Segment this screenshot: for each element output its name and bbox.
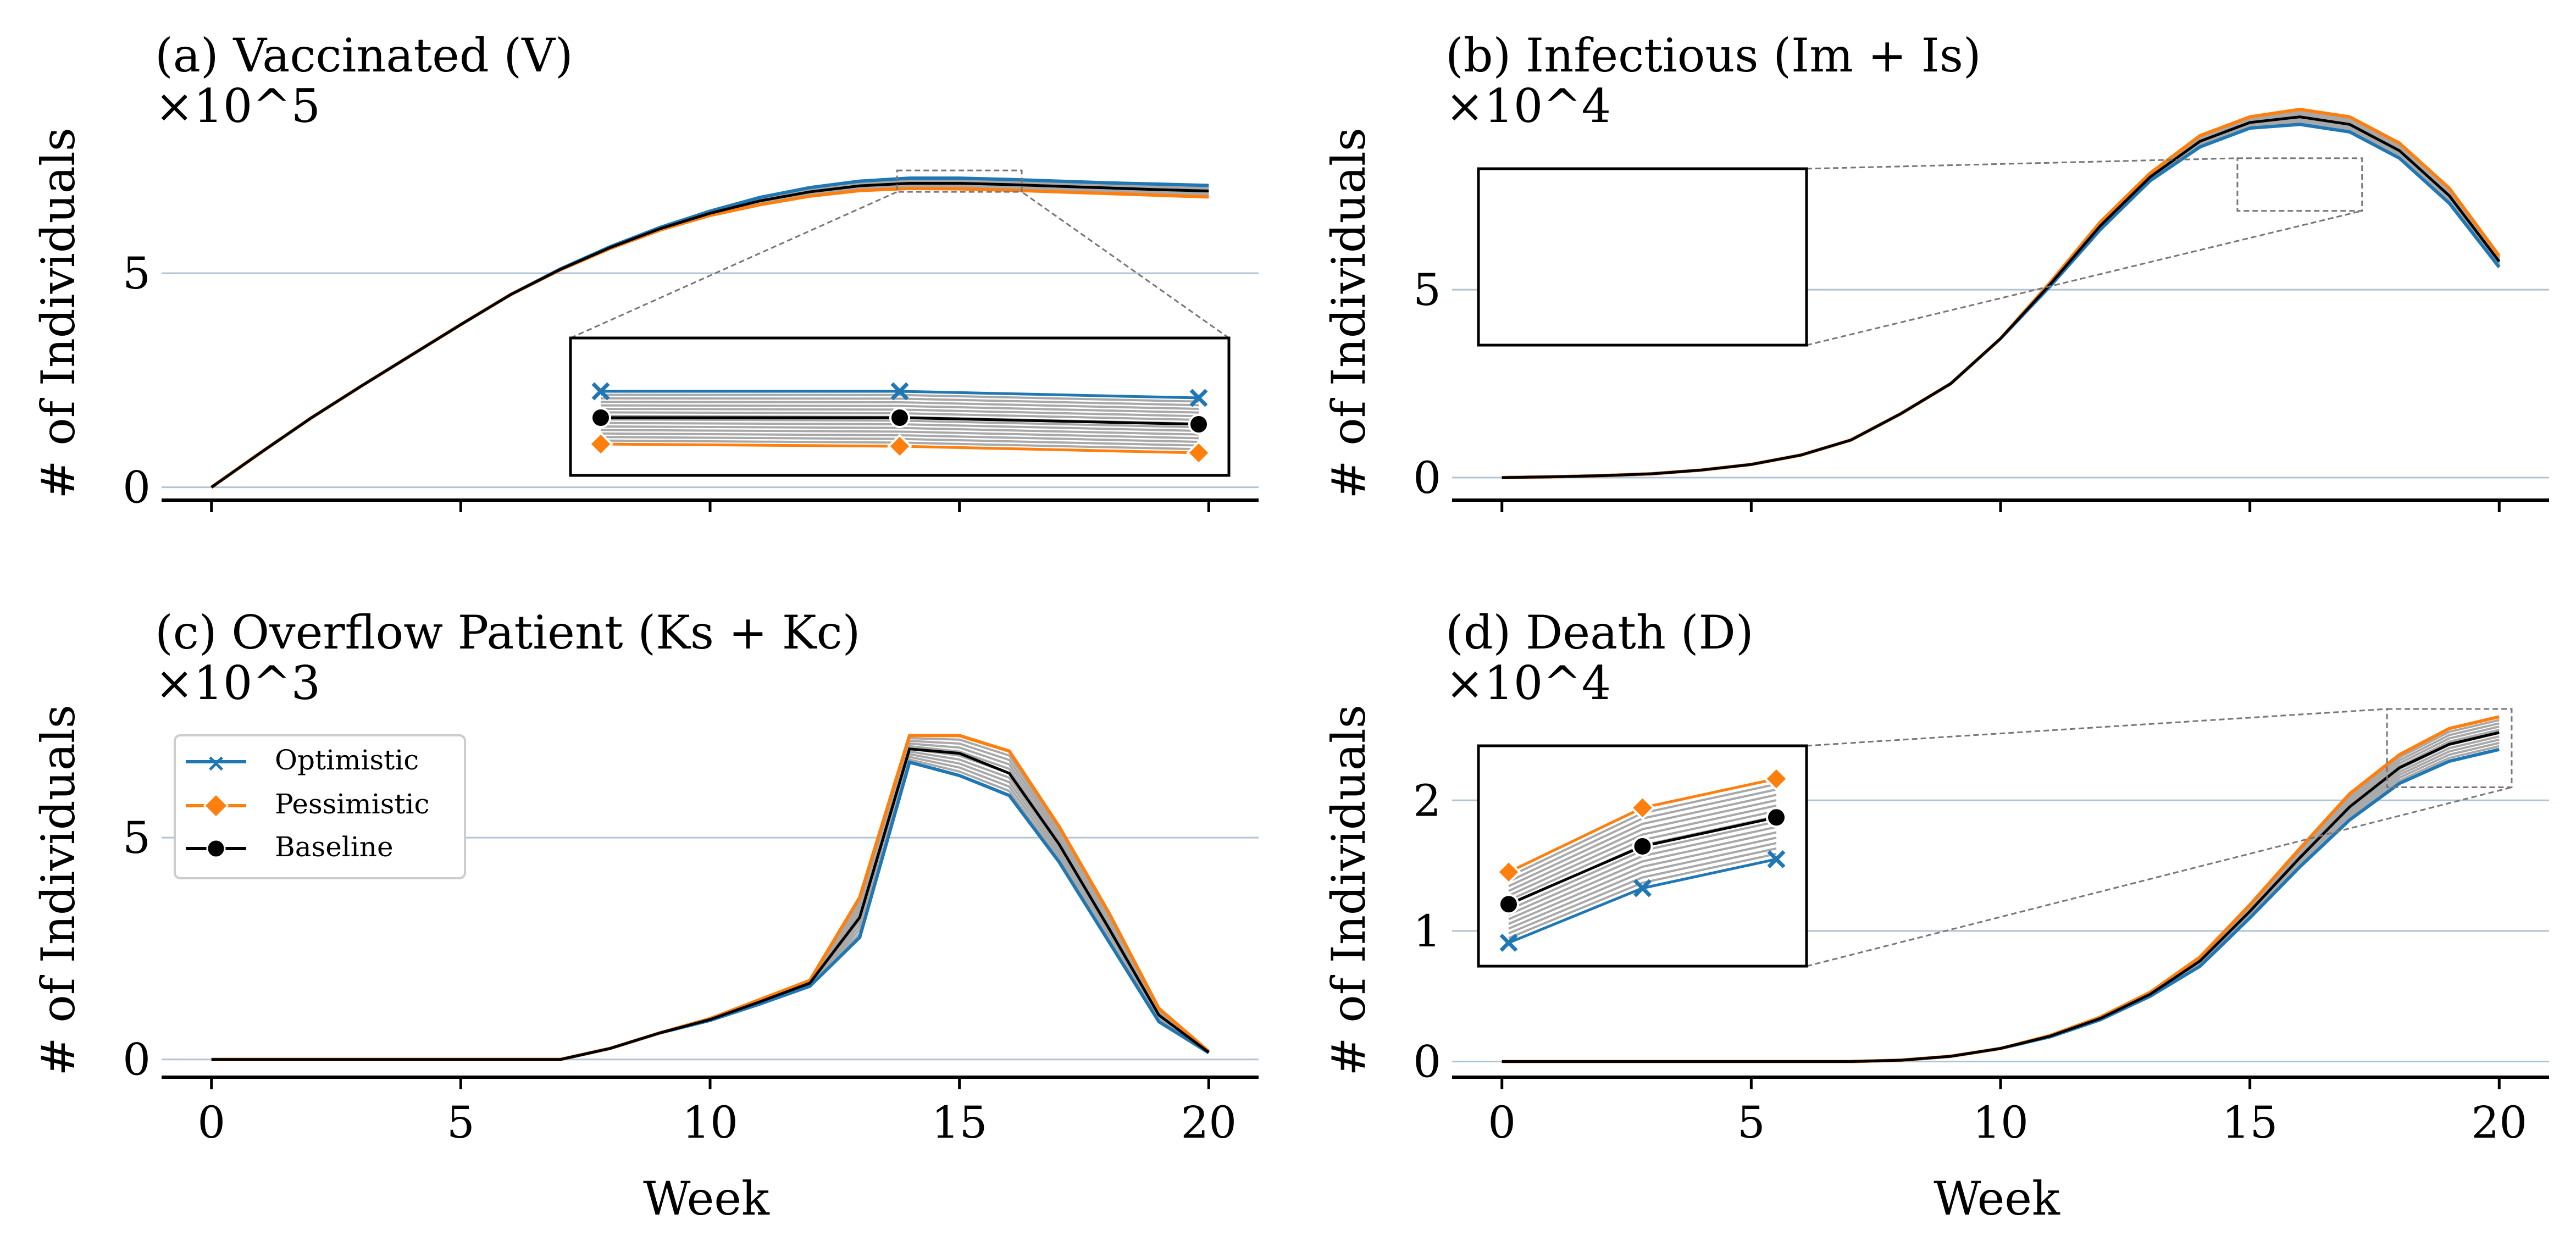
zoom-connector	[570, 191, 898, 339]
legend-marker-optimistic: ×	[206, 749, 226, 777]
x-tick-label: 20	[2471, 1097, 2527, 1148]
zoom-region	[2386, 708, 2513, 789]
inset-marker-optimistic	[1767, 850, 1786, 868]
scale-label: ×10^5	[155, 79, 320, 133]
inset-marker-baseline	[1632, 835, 1653, 857]
series-baseline	[210, 181, 1209, 489]
panel-title: (a) Vaccinated (V)	[155, 29, 573, 82]
x-tick-label: 5	[447, 1097, 475, 1148]
inset-marker-optimistic	[1769, 101, 1784, 116]
x-tick-label: 5	[1737, 1097, 1765, 1148]
legend-marker-pessimistic	[203, 793, 229, 819]
x-tick-label: 0	[197, 1097, 225, 1148]
zoom-connector	[1806, 157, 2237, 170]
panel-overflow: (c) Overflow Patient (Ks + Kc) ×10^3 # o…	[31, 606, 1259, 1226]
panel-death: (d) Death (D) ×10^4 # of Individuals Wee…	[1322, 606, 2549, 1226]
inset-frame	[1477, 744, 1808, 968]
x-tick-label: 10	[682, 1097, 738, 1148]
inset-marker-pessimistic	[1764, 766, 1789, 791]
legend-marker-baseline	[206, 839, 226, 858]
x-axis-label: Week	[1934, 1172, 2060, 1226]
zoom-connector	[1806, 786, 2512, 967]
inset-ensemble-line	[600, 429, 1199, 440]
zoom-connector	[1021, 191, 1229, 339]
x-tick-label: 15	[2222, 1097, 2278, 1148]
y-tick-label: 5	[123, 812, 151, 863]
inset-marker-optimistic	[1499, 933, 1518, 952]
scale-label: ×10^3	[155, 656, 320, 710]
legend-box	[174, 734, 466, 879]
y-axis-label: # of Individuals	[31, 705, 85, 1076]
inset-marker-pessimistic	[1496, 859, 1521, 885]
zoom-region	[2236, 157, 2363, 212]
y-tick-label: 0	[123, 1034, 151, 1085]
zoom-connector	[1806, 708, 2387, 747]
inset-marker-optimistic	[1769, 101, 1784, 116]
y-tick-label: 2	[1413, 775, 1441, 826]
inset-ensemble-line	[600, 397, 1199, 407]
inset-ensemble-line	[1508, 836, 1777, 925]
inset-ensemble-line	[1508, 804, 1777, 897]
x-tick-label: 0	[1488, 1097, 1516, 1148]
scale-label: ×10^4	[1445, 656, 1611, 710]
panel-title: (d) Death (D)	[1445, 606, 1754, 660]
zoom-region	[896, 169, 1023, 193]
x-tick-label: 10	[1973, 1097, 2029, 1148]
panel-title: (b) Infectious (Im + Is)	[1445, 29, 1981, 82]
x-axis-label: Week	[643, 1172, 770, 1226]
y-tick-label: 0	[1413, 452, 1441, 503]
inset-marker-baseline	[889, 407, 910, 428]
inset-plot	[588, 382, 1211, 465]
inset-ensemble-line	[600, 404, 1199, 414]
inset-marker-pessimistic	[1186, 440, 1211, 465]
inset-ensemble-line	[1508, 852, 1777, 939]
inset-marker-optimistic	[1633, 879, 1652, 897]
y-tick-label: 0	[123, 462, 151, 513]
inset-marker-pessimistic	[1630, 795, 1655, 821]
y-axis-label: # of Individuals	[31, 128, 85, 499]
legend-label-optimistic: Optimistic	[275, 744, 419, 776]
inset-ensemble-line	[1508, 842, 1777, 930]
inset-marker-pessimistic	[887, 434, 912, 459]
inset-marker-baseline	[590, 407, 611, 428]
inset-marker-baseline	[1498, 894, 1519, 915]
inset-marker-pessimistic	[588, 431, 613, 457]
legend: × Optimistic Pessimistic Baseline	[174, 734, 466, 879]
series-baseline	[1502, 115, 2501, 479]
y-axis-label: # of Individuals	[1322, 128, 1376, 499]
inset-ensemble-line	[1508, 794, 1777, 888]
x-tick-label: 15	[932, 1097, 988, 1148]
x-tick-label: 20	[1181, 1097, 1237, 1148]
inset-marker-baseline	[1188, 414, 1209, 435]
y-tick-label: 0	[1413, 1036, 1441, 1087]
scale-label: ×10^4	[1445, 79, 1611, 133]
inset-marker-optimistic	[890, 382, 909, 401]
inset-frame	[1477, 167, 1808, 347]
panel-title: (c) Overflow Patient (Ks + Kc)	[155, 606, 860, 660]
legend-label-baseline: Baseline	[275, 831, 394, 863]
inset-marker-optimistic	[1189, 389, 1208, 407]
inset-ensemble-line	[600, 394, 1199, 403]
inset-ensemble-line	[1508, 831, 1777, 921]
y-tick-label: 5	[1413, 264, 1441, 315]
legend-label-pessimistic: Pessimistic	[275, 788, 429, 820]
inset-ensemble-line	[600, 401, 1199, 410]
series-baseline	[1502, 731, 2500, 1063]
inset-ensemble-line	[1508, 799, 1777, 892]
inset-ensemble-line	[1508, 847, 1777, 935]
y-tick-label: 5	[123, 248, 151, 299]
series-baseline	[211, 747, 1210, 1061]
y-axis-label: # of Individuals	[1322, 705, 1376, 1076]
panel-infectious: (b) Infectious (Im + Is) ×10^4 # of Indi…	[1322, 29, 2549, 512]
inset-marker-baseline	[1766, 807, 1787, 828]
inset-plot	[1496, 766, 1789, 952]
y-tick-label: 1	[1413, 906, 1441, 957]
inset-marker-optimistic	[591, 382, 610, 401]
panel-vaccinated: (a) Vaccinated (V) ×10^5 # of Individual…	[31, 29, 1259, 513]
zoom-connector	[1806, 210, 2363, 346]
